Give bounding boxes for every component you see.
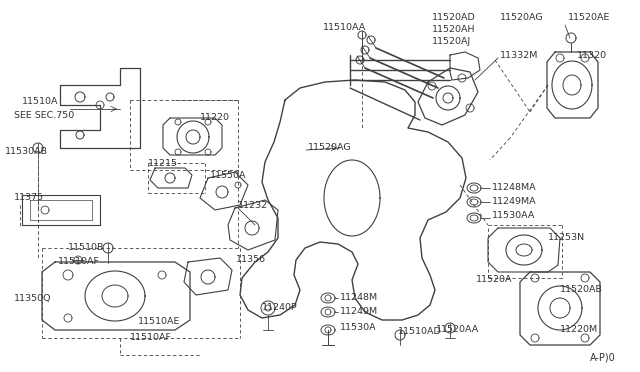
- Text: SEE SEC.750: SEE SEC.750: [14, 112, 74, 121]
- Text: 11520AJ: 11520AJ: [432, 38, 471, 46]
- Text: 11332M: 11332M: [500, 51, 538, 60]
- Text: 11375: 11375: [14, 193, 44, 202]
- Text: 11510AF: 11510AF: [58, 257, 100, 266]
- Text: 11520AD: 11520AD: [432, 13, 476, 22]
- Text: 11520AB: 11520AB: [560, 285, 603, 295]
- Text: 11253N: 11253N: [548, 234, 585, 243]
- Text: 11510B: 11510B: [68, 244, 104, 253]
- Text: 11520AG: 11520AG: [308, 144, 351, 153]
- Text: 11510AE: 11510AE: [138, 317, 180, 327]
- Text: 11550A: 11550A: [210, 170, 246, 180]
- Text: 11530A: 11530A: [340, 324, 376, 333]
- Text: 11530AB: 11530AB: [5, 148, 48, 157]
- Text: 11510AA: 11510AA: [323, 23, 367, 32]
- Text: 11510A: 11510A: [22, 97, 58, 106]
- Text: 11249MA: 11249MA: [492, 198, 536, 206]
- Text: 11240P: 11240P: [262, 304, 298, 312]
- Text: 11215: 11215: [148, 158, 178, 167]
- Text: 11248M: 11248M: [340, 294, 378, 302]
- Text: 11249M: 11249M: [340, 308, 378, 317]
- Text: 11232: 11232: [238, 201, 268, 209]
- Text: 11356: 11356: [236, 256, 266, 264]
- Text: 11520A: 11520A: [476, 276, 513, 285]
- Text: 11510AF: 11510AF: [130, 334, 172, 343]
- Text: 11320: 11320: [577, 51, 607, 60]
- Text: 11520AG: 11520AG: [500, 13, 543, 22]
- Text: 11520AA: 11520AA: [436, 326, 479, 334]
- Text: 11220M: 11220M: [560, 326, 598, 334]
- Text: 11530AA: 11530AA: [492, 212, 536, 221]
- Text: 11520AH: 11520AH: [432, 26, 476, 35]
- Text: 11510AD: 11510AD: [398, 327, 442, 337]
- Text: 11350Q: 11350Q: [14, 294, 51, 302]
- Text: 11220: 11220: [200, 113, 230, 122]
- Text: 11520AE: 11520AE: [568, 13, 611, 22]
- Text: 11248MA: 11248MA: [492, 183, 536, 192]
- Text: A-P)0: A-P)0: [590, 353, 616, 363]
